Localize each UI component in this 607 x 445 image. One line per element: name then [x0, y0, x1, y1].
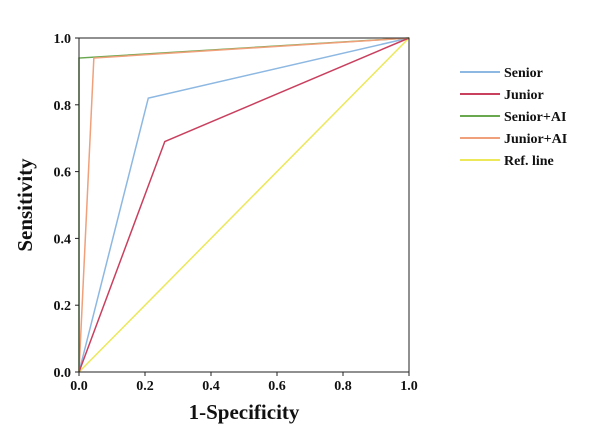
legend: Senior Junior Senior+AI Junior+AI Ref. line [460, 66, 567, 169]
series-line-senior [78, 37, 410, 373]
y-axis-ticks: 0.0 0.2 0.4 0.6 0.8 1.0 [54, 32, 79, 381]
legend-label: Senior+AI [504, 110, 566, 125]
x-tick-label: 0.8 [334, 379, 352, 394]
series-line-junior [78, 37, 410, 373]
x-tick-label: 0.2 [136, 379, 154, 394]
y-tick-label: 0.0 [54, 366, 72, 381]
x-tick-label: 0.4 [202, 379, 220, 394]
series-line-ref-line [78, 37, 410, 373]
y-tick-label: 0.4 [54, 232, 72, 247]
y-tick-label: 0.8 [54, 99, 72, 114]
series-line-junior-ai [78, 37, 410, 373]
legend-label: Ref. line [504, 154, 554, 169]
y-tick-label: 0.6 [54, 166, 72, 181]
x-tick-label: 0.0 [70, 379, 88, 394]
legend-label: Junior [504, 88, 544, 103]
series-layer [78, 37, 410, 373]
x-axis-ticks: 0.0 0.2 0.4 0.6 0.8 1.0 [70, 372, 418, 394]
legend-label: Junior+AI [504, 132, 567, 147]
x-tick-label: 0.6 [268, 379, 286, 394]
plot-frame [78, 37, 410, 373]
y-tick-label: 0.2 [54, 299, 72, 314]
y-tick-label: 1.0 [54, 32, 72, 47]
legend-label: Senior [504, 66, 543, 81]
x-tick-label: 1.0 [400, 379, 418, 394]
x-axis-title: 1-Specificity [189, 400, 300, 424]
y-axis-title: Sensitivity [13, 158, 37, 252]
